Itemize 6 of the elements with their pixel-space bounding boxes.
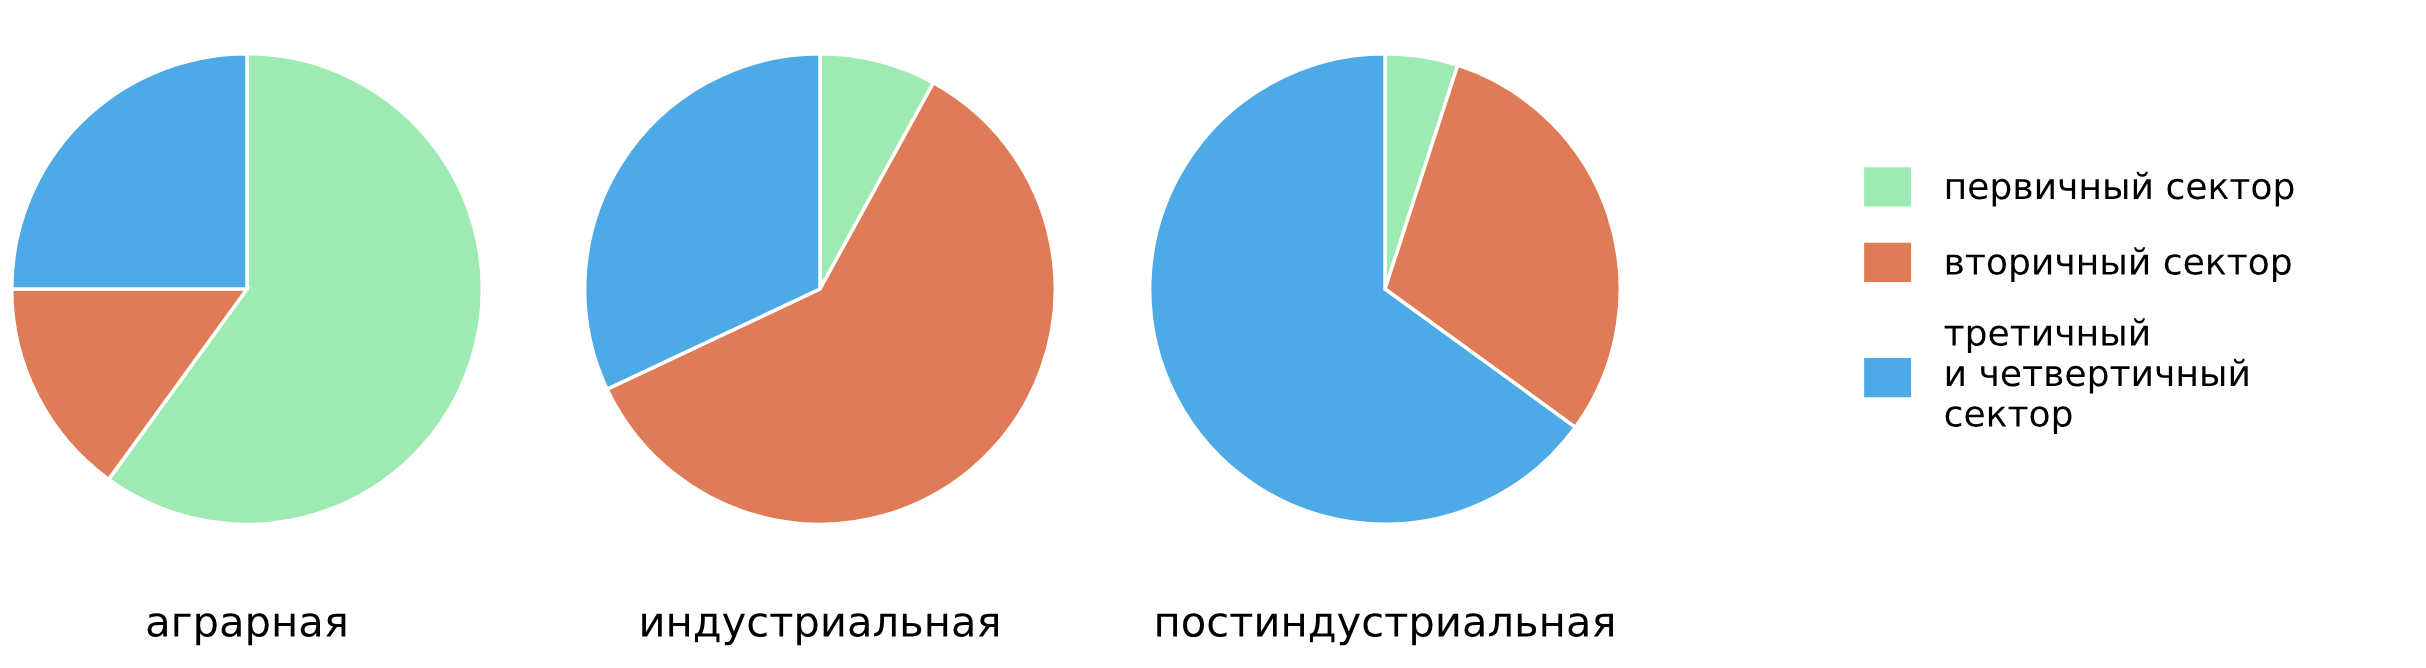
text: постиндустриальная — [1157, 613, 1613, 646]
legend-label: первичный сектор — [1946, 171, 2294, 207]
legend-label: третичный и четвертичный сектор — [1944, 318, 2248, 434]
text: аграрная — [147, 613, 346, 646]
legend-label: вторичный сектор — [1946, 247, 2291, 282]
text: индустриальная — [642, 613, 998, 646]
